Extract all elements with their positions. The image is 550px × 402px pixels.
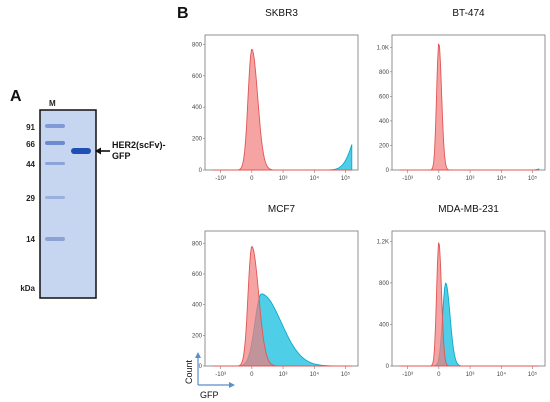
y-tick-label: 0 [386,364,390,370]
her2-gfp-peak [212,144,353,171]
y-tick-label: 400 [379,119,390,125]
ladder-band-91 [45,124,65,128]
x-tick-label: 10³ [279,372,288,378]
her2-gfp-peak [212,293,352,367]
y-tick-label: 800 [192,241,203,247]
y-tick-label: 200 [192,333,203,339]
panel-a-letter: A [10,88,22,105]
x-tick-label: 0 [250,372,254,378]
control-peak [212,49,352,171]
x-tick-label: -10³ [215,372,226,378]
band-arrow-icon [95,147,110,155]
band-label-line2: GFP [112,151,131,161]
x-tick-label: 10⁵ [341,371,351,378]
panel-a: A M 91 66 44 29 14 kDa HER2(scFv)- GFP [10,88,166,299]
plot-frame [204,34,359,171]
x-tick-label: 10³ [466,372,475,378]
plot-frame [391,34,546,171]
x-axis-label: GFP [200,390,219,400]
x-tick-label: 0 [437,372,441,378]
y-tick-label: 800 [379,70,390,76]
histogram-mda-mb-231: MDA-MB-231 0 400 800 1.2K -10³ 0 10³ 10⁴ 10⁵ [377,204,546,378]
y-tick-label: 400 [379,322,390,328]
x-tick-label: 10⁵ [528,371,538,378]
gel-image [39,109,97,299]
x-tick-label: -10³ [402,372,413,378]
marker-label-91: 91 [26,123,35,132]
y-tick-label: 800 [379,281,390,287]
marker-label-44: 44 [26,160,35,169]
histogram-title: MDA-MB-231 [438,204,499,215]
y-tick-label: 600 [379,94,390,100]
y-axis-label: Count [184,359,194,384]
x-tick-label: 10⁴ [310,371,320,378]
band-label-line1: HER2(scFv)- [112,140,166,150]
histogram-bt474: BT-474 0 200 400 600 800 1.0K -10³ 0 10³ 10⁴ 10⁵ [377,8,546,182]
x-tick-label: 0 [250,176,254,182]
x-tick-label: -10³ [215,176,226,182]
histogram-title: SKBR3 [265,8,298,19]
marker-label-29: 29 [26,194,35,203]
marker-label-66: 66 [26,140,35,149]
control-peak [212,246,352,367]
y-tick-label: 400 [192,303,203,309]
unit-label: kDa [20,284,35,293]
lane-marker-label: M [49,99,56,108]
x-tick-label: 10⁵ [528,175,538,182]
x-tick-label: 0 [437,176,441,182]
histogram-skbr3: SKBR3 0 200 400 600 800 -10³ 0 10³ 10⁴ 10⁵ [192,8,359,182]
y-tick-label: 600 [192,272,203,278]
ladder-band-44 [45,162,65,165]
sample-band [71,148,91,154]
control-peak [399,43,539,171]
x-tick-label: 10⁴ [497,175,507,182]
y-tick-label: 0 [199,364,203,370]
y-tick-label: 400 [192,105,203,111]
histogram-mcf7: MCF7 0 200 400 600 800 -10³ 0 10³ 10⁴ 10⁵ [192,204,359,378]
y-axis-arrowhead-icon [195,352,201,358]
y-tick-label: 800 [192,42,203,48]
y-tick-label: 0 [386,168,390,174]
x-axis-arrowhead-icon [229,382,235,388]
y-tick-label: 600 [192,74,203,80]
x-tick-label: -10³ [402,176,413,182]
y-tick-label: 1.2K [377,239,389,245]
her2-gfp-peak [399,282,539,367]
axis-key: Count GFP [184,352,235,400]
ladder-band-14 [45,237,65,241]
x-tick-label: 10⁴ [310,175,320,182]
y-tick-label: 0 [199,168,203,174]
histogram-title: MCF7 [268,204,296,215]
control-peak [399,242,539,367]
x-tick-label: 10⁴ [497,371,507,378]
panel-b-letter: B [177,5,189,22]
y-tick-label: 1.0K [377,45,389,51]
panel-b: B SKBR3 0 200 400 600 800 -10³ 0 10³ 10⁴ 10⁵ BT-47… [177,5,546,400]
ladder-band-29 [45,196,65,199]
marker-label-14: 14 [26,235,35,244]
histogram-title: BT-474 [452,8,485,19]
x-tick-label: 10³ [466,176,475,182]
ladder-band-66 [45,141,65,145]
x-tick-label: 10³ [279,176,288,182]
x-tick-label: 10⁵ [341,175,351,182]
y-tick-label: 200 [192,137,203,143]
y-tick-label: 200 [379,143,390,149]
plot-frame [391,230,546,367]
